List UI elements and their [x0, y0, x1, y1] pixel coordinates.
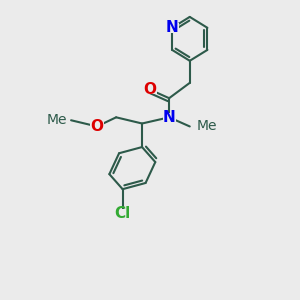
- Bar: [166, 23, 179, 32]
- Bar: [163, 112, 176, 122]
- Bar: [143, 85, 157, 94]
- Text: O: O: [143, 82, 157, 97]
- Text: O: O: [91, 119, 103, 134]
- Text: Me: Me: [197, 119, 218, 134]
- Bar: [116, 208, 129, 218]
- Text: Me: Me: [46, 113, 67, 127]
- Text: N: N: [163, 110, 175, 125]
- Bar: [90, 122, 104, 131]
- Text: Cl: Cl: [115, 206, 131, 221]
- Text: N: N: [166, 20, 178, 35]
